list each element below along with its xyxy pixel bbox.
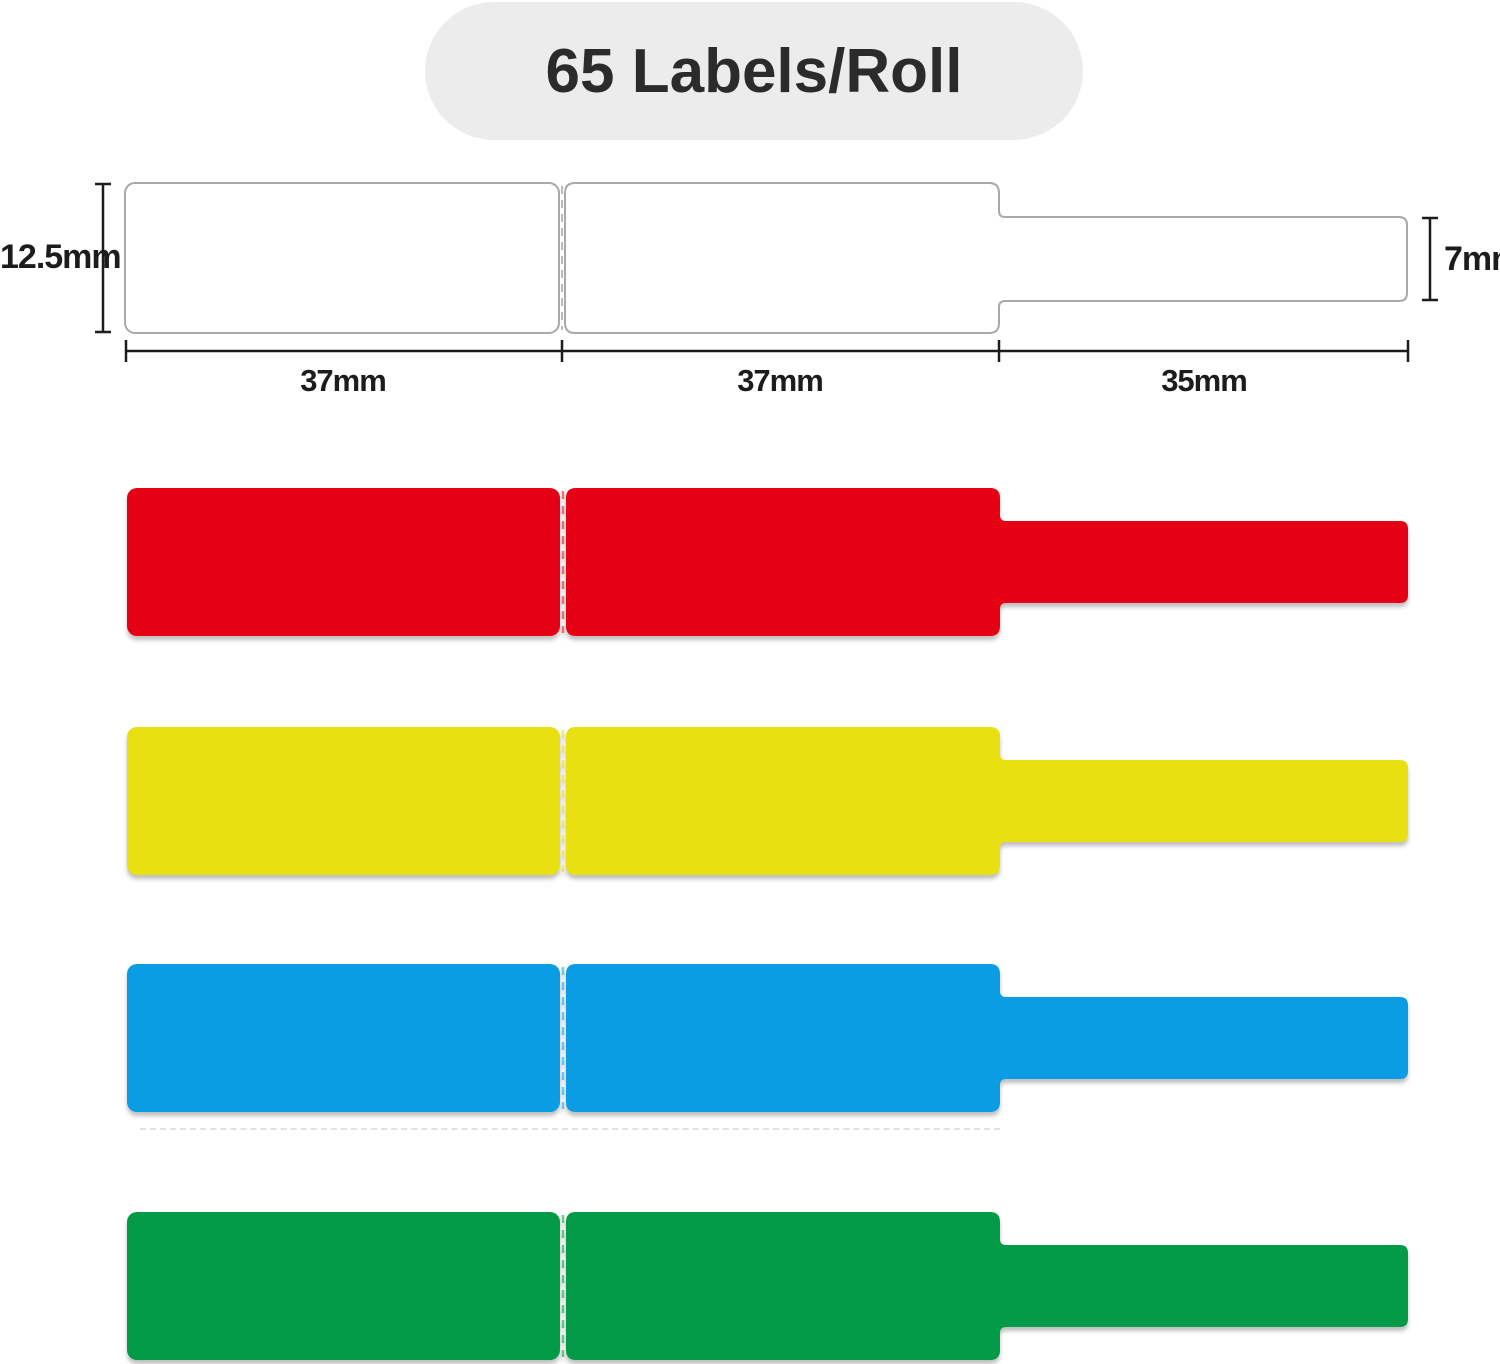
- swatch-front-section: [127, 727, 560, 875]
- label-back-and-tail-outline: [564, 182, 1408, 334]
- segment2-width-label: 37mm: [737, 363, 824, 398]
- height-dimension-line: [95, 182, 111, 334]
- tail-height-dimension-line: [1422, 216, 1438, 302]
- height-left-label: 12.5mm: [0, 238, 122, 276]
- tail-height-label: 7mm: [1444, 240, 1500, 278]
- labels-per-roll-badge: 65 Labels/Roll: [425, 2, 1083, 140]
- swatch-front-section: [127, 1212, 560, 1360]
- label-swatch-green: [127, 1212, 1408, 1360]
- segment3-width-label: 35mm: [1161, 363, 1248, 398]
- label-dimension-diagram: [95, 182, 1438, 362]
- swatch-back-and-tail: [566, 1212, 1408, 1360]
- swatch-front-section: [127, 964, 560, 1112]
- swatch-back-and-tail: [566, 488, 1408, 636]
- swatch-back-and-tail: [566, 727, 1408, 875]
- label-swatch-blue: [127, 964, 1408, 1112]
- width-dimension-line: [124, 340, 1410, 362]
- label-swatch-red: [127, 488, 1408, 636]
- label-front-section-outline: [124, 182, 560, 334]
- swatch-back-and-tail: [566, 964, 1408, 1112]
- labels-per-roll-text: 65 Labels/Roll: [545, 36, 963, 106]
- swatch-front-section: [127, 488, 560, 636]
- faint-perforation-hint-line: [140, 1128, 1000, 1130]
- segment1-width-label: 37mm: [300, 363, 387, 398]
- label-swatch-yellow: [127, 727, 1408, 875]
